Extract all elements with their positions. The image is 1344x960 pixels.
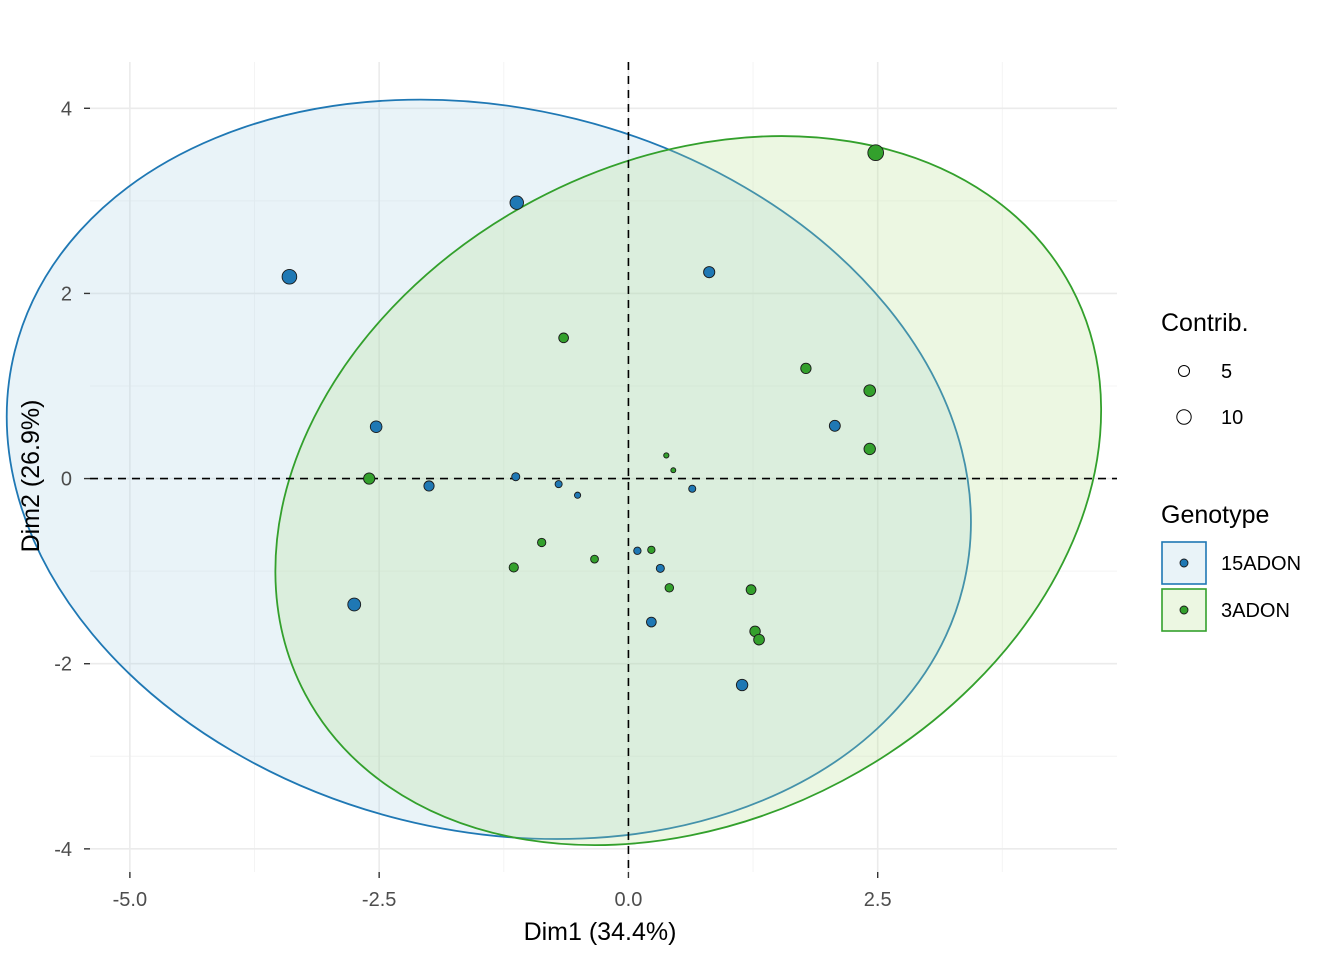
ellipse-15adon — [5, 98, 972, 840]
size-legend-key — [1177, 364, 1191, 378]
color-legend-label: 15ADON — [1221, 553, 1301, 575]
reference-lines — [90, 62, 1117, 872]
point-3adon — [664, 583, 675, 593]
point-15adon — [511, 472, 521, 482]
color-legend-label: 3ADON — [1221, 600, 1290, 622]
point-15adon — [633, 546, 642, 555]
point-3adon — [753, 633, 765, 646]
point-15adon — [554, 480, 563, 489]
y-tick-label: 0 — [61, 469, 72, 491]
point-15adon — [574, 491, 582, 499]
x-tick-label: -5.0 — [113, 889, 147, 911]
point-3adon — [590, 554, 599, 564]
point-15adon — [688, 484, 697, 493]
size-legend-key — [1176, 409, 1192, 425]
ellipse-3adon — [274, 135, 1103, 846]
point-15adon — [735, 678, 749, 692]
data-points — [281, 144, 885, 692]
point-3adon — [663, 452, 670, 459]
x-tick-label: -2.5 — [362, 889, 396, 911]
point-15adon — [369, 420, 383, 434]
point-3adon — [537, 537, 547, 548]
axes: -5.0 -2.5 0.0 2.5 -4 -2 0 2 4 — [54, 98, 891, 911]
size-legend-entries: 5 10 — [1176, 361, 1243, 429]
size-legend-label: 5 — [1221, 361, 1232, 383]
point-15adon — [646, 616, 657, 628]
point-15adon — [281, 268, 298, 285]
point-15adon — [828, 419, 841, 432]
point-3adon — [363, 472, 376, 485]
point-15adon — [423, 480, 435, 492]
point-3adon — [867, 144, 885, 162]
color-legend-key-point — [1179, 605, 1189, 615]
point-3adon — [863, 384, 877, 397]
point-3adon — [863, 442, 876, 456]
point-3adon — [745, 584, 757, 596]
size-legend-title: Contrib. — [1161, 309, 1249, 337]
x-tick-label: 0.0 — [615, 889, 643, 911]
x-axis-title: Dim1 (34.4%) — [524, 918, 677, 946]
point-15adon — [655, 563, 665, 573]
point-15adon — [703, 266, 716, 279]
size-legend-label: 10 — [1221, 407, 1243, 429]
point-15adon — [347, 597, 362, 612]
confidence-ellipses — [5, 98, 1103, 846]
y-tick-label: 4 — [61, 98, 72, 120]
x-tick-label: 2.5 — [864, 889, 892, 911]
point-3adon — [558, 332, 569, 344]
point-3adon — [647, 545, 656, 555]
color-legend-title: Genotype — [1161, 501, 1269, 529]
y-tick-label: -4 — [54, 839, 72, 861]
y-tick-label: -2 — [54, 654, 72, 676]
color-legend-entries: 15ADON 3ADON — [1161, 541, 1301, 632]
color-legend-key-box — [1161, 588, 1207, 632]
y-tick-label: 2 — [61, 283, 72, 305]
legend: Contrib. 5 10 Genotype 15ADON 3ADON — [1161, 309, 1301, 632]
point-15adon — [509, 195, 524, 210]
y-axis-title: Dim2 (26.9%) — [17, 400, 45, 553]
point-3adon — [670, 467, 677, 474]
point-3adon — [800, 362, 812, 375]
point-3adon — [508, 562, 519, 573]
color-legend-key-point — [1179, 558, 1189, 568]
